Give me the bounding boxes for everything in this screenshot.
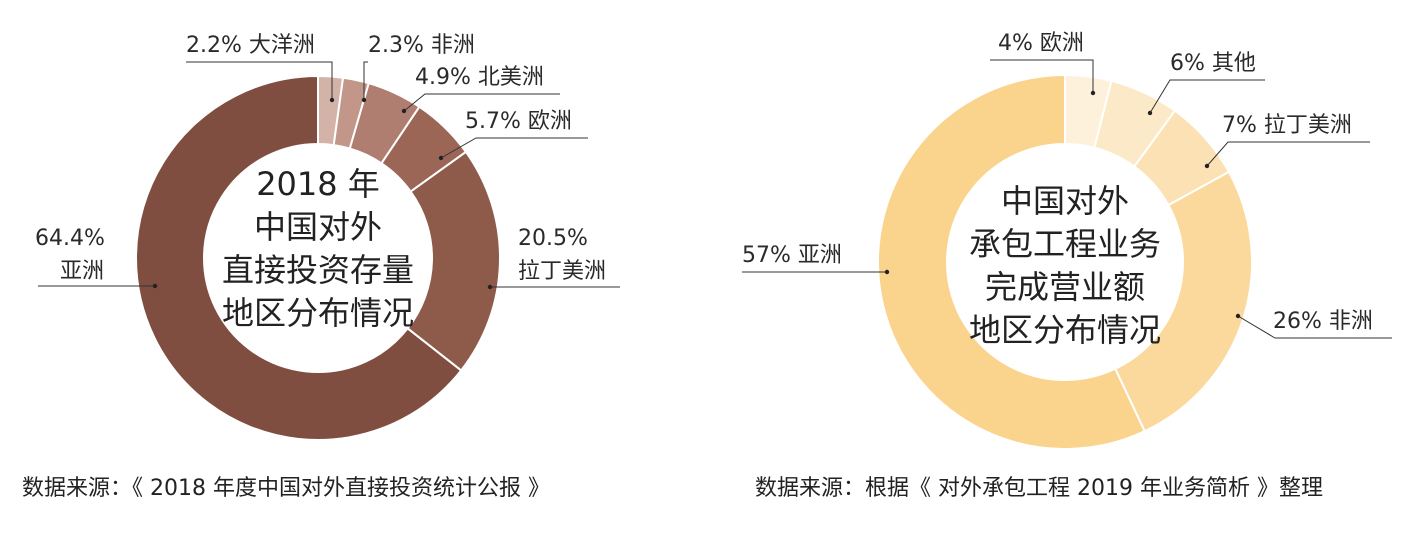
chart-2-center-title-line-4: 地区分布情况 bbox=[969, 311, 1161, 349]
chart-1-slice-label-5-line-1: 20.5% bbox=[518, 226, 588, 251]
chart-1-leader-line-4 bbox=[440, 137, 588, 159]
chart-1-slice-label-4: 5.7% 欧洲 bbox=[465, 109, 572, 134]
chart-2-slice-4 bbox=[1113, 170, 1253, 433]
chart-1-leader-line-2 bbox=[363, 61, 368, 100]
chart-2-leader-dot-1 bbox=[1090, 90, 1096, 96]
chart-1-slice-6 bbox=[135, 74, 463, 441]
chart-1-leader-dot-5 bbox=[487, 284, 493, 290]
chart-1-slice-label-6-line-2: 亚洲 bbox=[60, 259, 104, 284]
chart-1-leader-dot-1 bbox=[329, 97, 335, 103]
chart-1-center-title-line-4: 地区分布情况 bbox=[222, 294, 414, 332]
chart-2-leader-dot-3 bbox=[1204, 163, 1210, 169]
chart-2-center-title-line-3: 完成营业额 bbox=[985, 268, 1145, 306]
chart-1-leader-dot-6 bbox=[152, 283, 158, 289]
chart-1-center-title-line-1: 2018 年 bbox=[256, 165, 380, 203]
chart-1-slice-label-2: 2.3% 非洲 bbox=[368, 33, 475, 58]
donut-chart-1: 2.2% 大洋洲 2.3% 非洲 4.9% 北美洲 5.7% 欧洲 20.5% 拉丁美洲 6… bbox=[35, 33, 620, 441]
chart-2-leader-line-5 bbox=[1237, 315, 1392, 339]
chart-2-leader-dot-5 bbox=[1235, 313, 1241, 319]
chart-1-center-title-line-3: 直接投资存量 bbox=[222, 251, 414, 289]
donut-chart-2: 4% 欧洲 6% 其他 7% 拉丁美洲 57% 亚洲 26% 非洲 中国对外承包工程业务完… bbox=[742, 31, 1392, 450]
chart-1-leader-dot-3 bbox=[401, 108, 407, 114]
chart-1-slice-5 bbox=[406, 150, 501, 372]
chart-2-leader-dot-2 bbox=[1147, 110, 1153, 116]
chart-2-slice-label-5: 26% 非洲 bbox=[1273, 309, 1373, 334]
chart-1-source: 数据来源：《 2018 年度中国对外直接投资统计公报 》 bbox=[22, 476, 550, 501]
chart-2-slice-label-3: 7% 拉丁美洲 bbox=[1222, 113, 1352, 138]
chart-2-slice-label-4: 57% 亚洲 bbox=[742, 243, 842, 268]
chart-1-leader-dot-2 bbox=[361, 97, 367, 103]
chart-2-slice-label-1: 4% 欧洲 bbox=[998, 31, 1084, 56]
chart-1-leader-line-3 bbox=[403, 93, 560, 112]
chart-1-leader-dot-4 bbox=[438, 155, 444, 161]
chart-2-leader-dot-4 bbox=[884, 269, 890, 275]
chart-2-leader-line-2 bbox=[1149, 79, 1265, 114]
chart-1-slice-label-3: 4.9% 北美洲 bbox=[415, 65, 544, 90]
chart-2-slice-5 bbox=[877, 73, 1146, 450]
chart-1-center-title-line-2: 中国对外 bbox=[254, 208, 382, 246]
chart-1-slice-label-6-line-1: 64.4% bbox=[35, 226, 105, 251]
chart-2-slice-label-2: 6% 其他 bbox=[1170, 51, 1256, 76]
chart-2-leader-line-3 bbox=[1206, 141, 1370, 167]
chart-1-slice-label-1: 2.2% 大洋洲 bbox=[186, 33, 315, 58]
chart-2-leader-line-1 bbox=[990, 59, 1094, 93]
chart-2-source: 数据来源：根据《 对外承包工程 2019 年业务简析 》整理 bbox=[755, 476, 1323, 501]
chart-1-slice-label-5-line-2: 拉丁美洲 bbox=[518, 259, 606, 284]
chart-1-leader-line-1 bbox=[186, 61, 333, 100]
chart-2-center-title-line-2: 承包工程业务 bbox=[969, 225, 1161, 263]
chart-2-center-title-line-1: 中国对外 bbox=[1001, 182, 1129, 220]
